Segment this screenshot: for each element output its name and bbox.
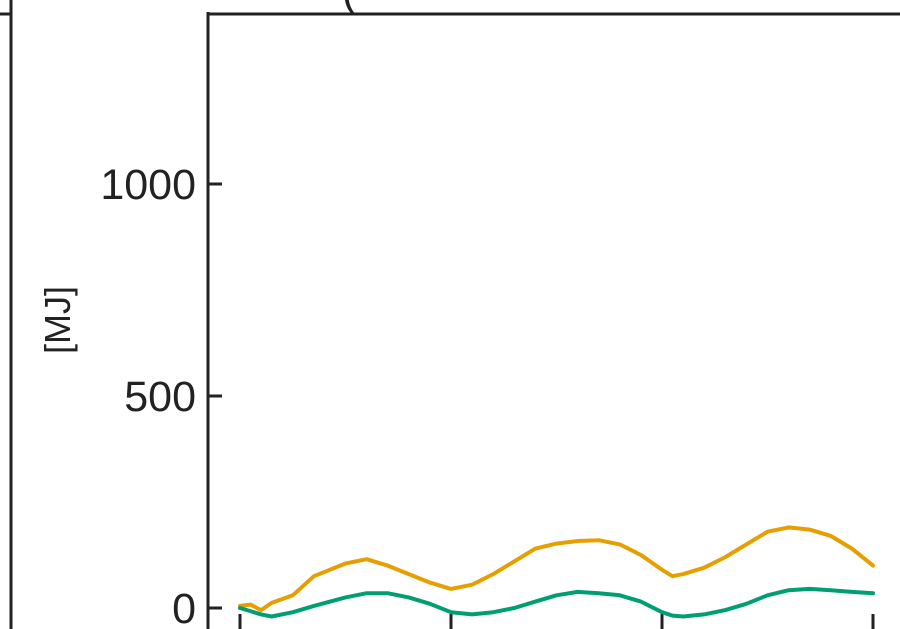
y-tick-label: 0 <box>172 585 196 629</box>
series-line-1 <box>238 525 875 613</box>
chart-title: ( <box>342 0 357 16</box>
y-tick-label: 500 <box>124 373 196 421</box>
series-layer <box>238 525 875 619</box>
series-line-2 <box>238 586 875 619</box>
y-axis-label: [MJ] <box>37 286 78 354</box>
y-tick-label: 1000 <box>100 161 196 209</box>
y-ticks: 0 500 1000 <box>100 161 222 629</box>
x-ticks <box>238 614 875 629</box>
